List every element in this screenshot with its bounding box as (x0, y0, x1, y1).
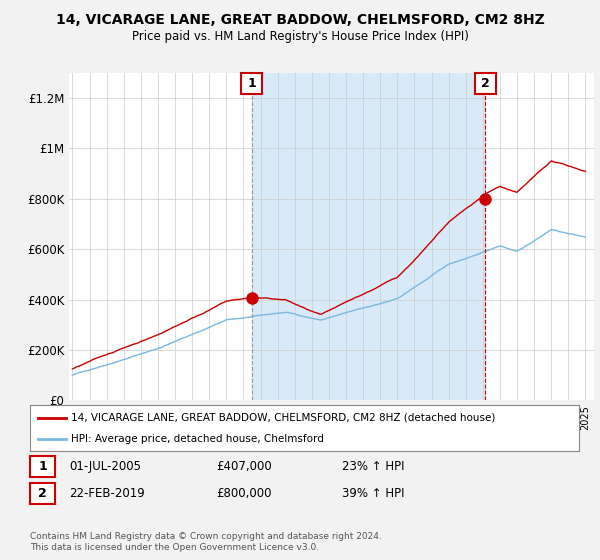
Text: Contains HM Land Registry data © Crown copyright and database right 2024.
This d: Contains HM Land Registry data © Crown c… (30, 532, 382, 552)
Text: 14, VICARAGE LANE, GREAT BADDOW, CHELMSFORD, CM2 8HZ: 14, VICARAGE LANE, GREAT BADDOW, CHELMSF… (56, 13, 544, 27)
Text: £800,000: £800,000 (216, 487, 271, 500)
Text: 2: 2 (481, 77, 490, 90)
Text: £407,000: £407,000 (216, 460, 272, 473)
Text: 1: 1 (38, 460, 47, 473)
Text: HPI: Average price, detached house, Chelmsford: HPI: Average price, detached house, Chel… (71, 435, 324, 444)
Text: 01-JUL-2005: 01-JUL-2005 (69, 460, 141, 473)
Text: 1: 1 (248, 77, 256, 90)
Text: 23% ↑ HPI: 23% ↑ HPI (342, 460, 404, 473)
Text: Price paid vs. HM Land Registry's House Price Index (HPI): Price paid vs. HM Land Registry's House … (131, 30, 469, 43)
Text: 39% ↑ HPI: 39% ↑ HPI (342, 487, 404, 500)
Text: 22-FEB-2019: 22-FEB-2019 (69, 487, 145, 500)
Text: 2: 2 (38, 487, 47, 500)
Bar (252, 73, 485, 400)
Text: 14, VICARAGE LANE, GREAT BADDOW, CHELMSFORD, CM2 8HZ (detached house): 14, VICARAGE LANE, GREAT BADDOW, CHELMSF… (71, 413, 496, 423)
